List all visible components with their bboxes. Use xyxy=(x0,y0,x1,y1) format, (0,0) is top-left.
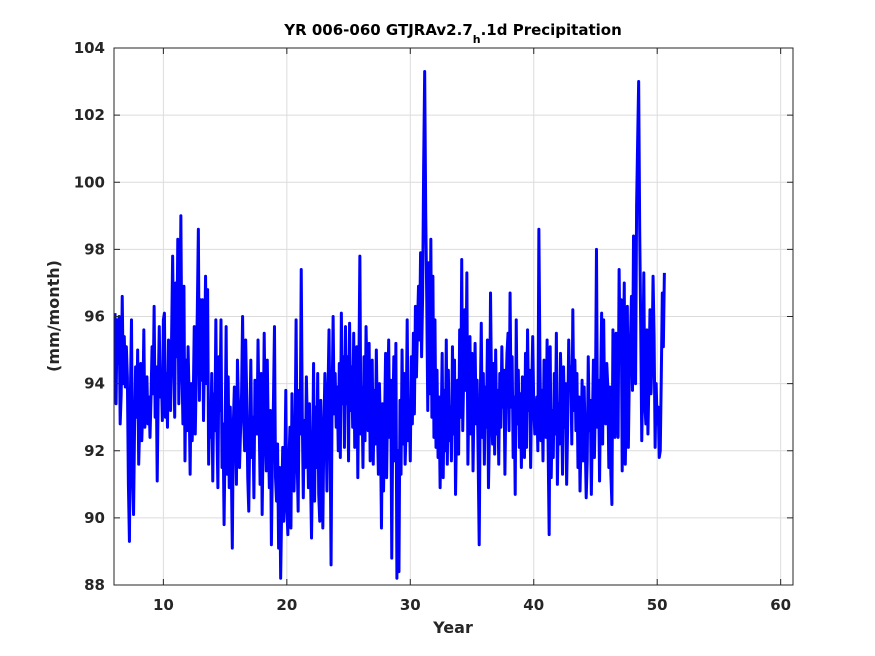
y-tick-label: 102 xyxy=(74,106,105,124)
x-tick-label: 50 xyxy=(647,596,668,614)
x-axis-label: Year xyxy=(432,618,473,637)
plot-area xyxy=(113,69,666,580)
y-tick-label: 98 xyxy=(84,240,105,258)
x-tick-label: 30 xyxy=(400,596,421,614)
y-tick-label: 104 xyxy=(74,39,105,57)
x-tick-label: 40 xyxy=(523,596,544,614)
x-tick-label: 10 xyxy=(153,596,174,614)
x-tick-label: 60 xyxy=(770,596,791,614)
chart-title: YR 006-060 GTJRAv2.7h.1d Precipitation xyxy=(283,21,622,46)
y-tick-label: 92 xyxy=(84,442,105,460)
tick-labels: 10 20 30 40 50 60 88 90 92 94 96 98 100 102 104 xyxy=(74,39,793,614)
x-tick-label: 20 xyxy=(276,596,297,614)
chart-title-main: YR 006-060 GTJRAv2.7 xyxy=(283,21,473,39)
y-tick-label: 90 xyxy=(84,509,105,527)
chart-title-suffix: .1d Precipitation xyxy=(481,21,622,39)
series-line xyxy=(113,69,666,580)
y-axis-label: (mm/month) xyxy=(44,260,63,372)
y-tick-label: 88 xyxy=(84,576,105,594)
y-tick-label: 100 xyxy=(74,173,105,191)
y-tick-label: 96 xyxy=(84,308,105,326)
y-tick-label: 94 xyxy=(84,375,105,393)
chart-title-subscript: h xyxy=(473,33,481,46)
